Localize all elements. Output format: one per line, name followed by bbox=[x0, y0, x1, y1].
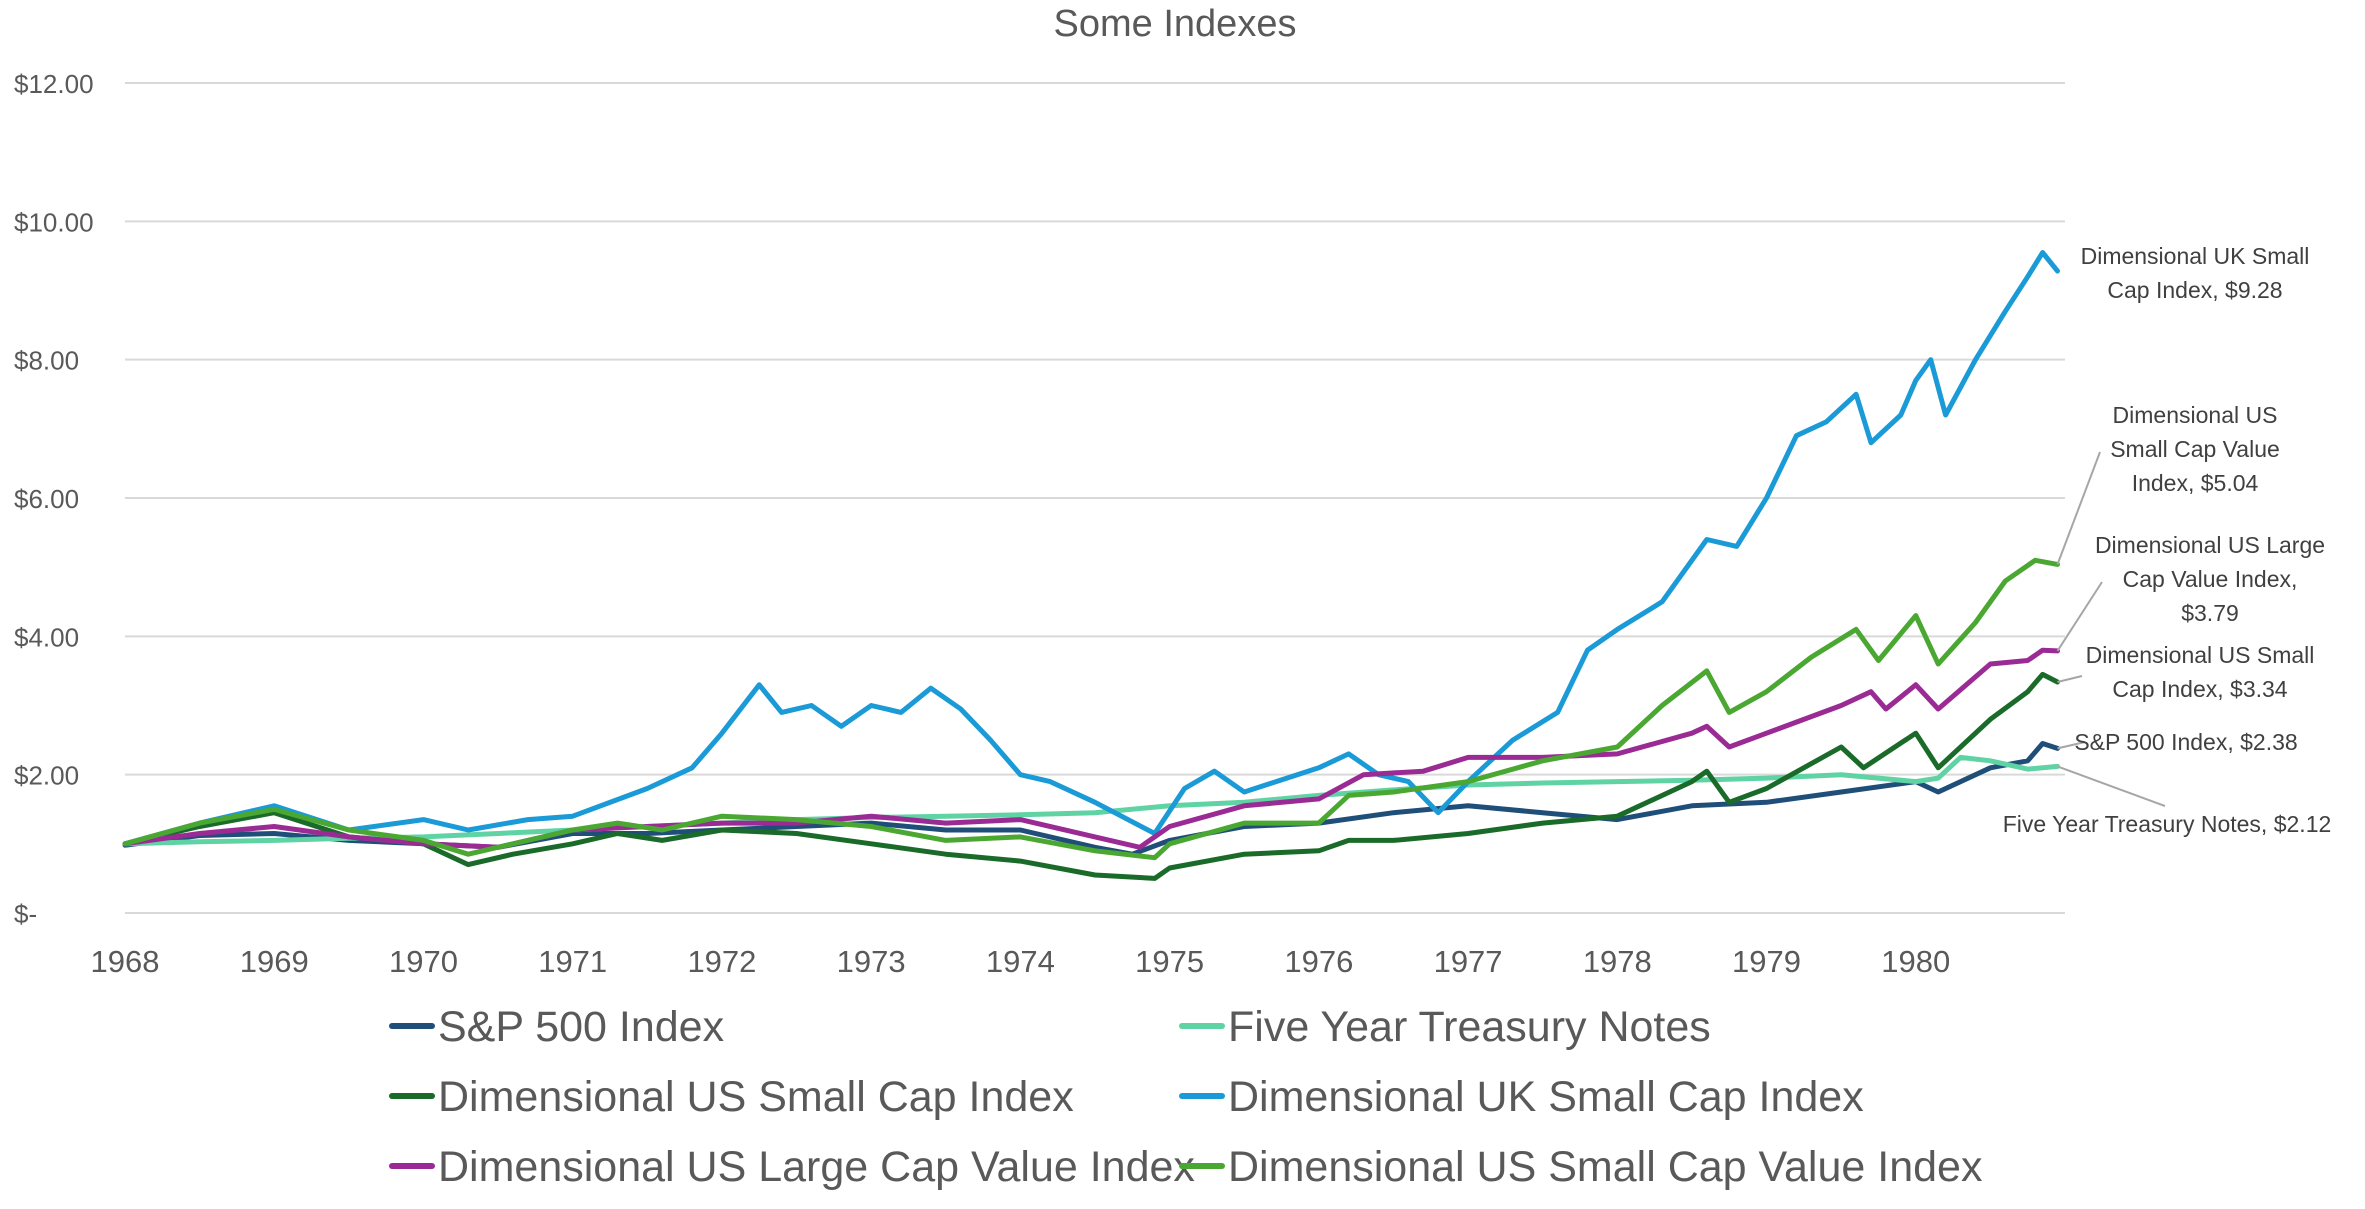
series-end-labels: Dimensional UK Small Cap Index, $9.28 Dime… bbox=[2003, 243, 2332, 837]
series-line bbox=[122, 557, 2060, 861]
x-tick-label: 1978 bbox=[1583, 944, 1652, 979]
legend-label: Dimensional UK Small Cap Index bbox=[1228, 1073, 1864, 1121]
callout-leader-line bbox=[2056, 451, 2101, 565]
callout-leader-line bbox=[2057, 741, 2086, 750]
y-tick-label: $8.00 bbox=[14, 346, 79, 376]
legend-item: Dimensional US Large Cap Value Index bbox=[389, 1143, 1195, 1191]
x-tick-label: 1977 bbox=[1434, 944, 1503, 979]
x-tick-label: 1979 bbox=[1732, 944, 1801, 979]
legend-item: S&P 500 Index bbox=[389, 1003, 725, 1051]
series-line bbox=[122, 250, 2060, 847]
legend-item: Dimensional UK Small Cap Index bbox=[1179, 1073, 1864, 1121]
series-end-label: Five Year Treasury Notes, $2.12 bbox=[2003, 811, 2332, 837]
series-end-label: S&P 500 Index, $2.38 bbox=[2074, 729, 2297, 755]
legend-label: Dimensional US Small Cap Value Index bbox=[1228, 1143, 1983, 1191]
x-tick-label: 1980 bbox=[1881, 944, 1950, 979]
callout-leader-line bbox=[2057, 675, 2083, 683]
y-tick-label: $- bbox=[14, 899, 37, 929]
series-end-label: Dimensional US Small Cap Value Index, $5.0… bbox=[2110, 402, 2280, 496]
x-tick-label: 1968 bbox=[91, 944, 160, 979]
series-end-label: Dimensional US Small Cap Index, $3.34 bbox=[2086, 642, 2315, 702]
gridlines bbox=[125, 82, 2065, 914]
legend-label: Dimensional US Large Cap Value Index bbox=[438, 1143, 1195, 1191]
callout-leader-line bbox=[2056, 581, 2103, 652]
x-tick-label: 1972 bbox=[687, 944, 756, 979]
legend-label: Dimensional US Small Cap Index bbox=[438, 1073, 1074, 1121]
legend-item: Dimensional US Small Cap Value Index bbox=[1179, 1143, 1983, 1191]
chart-title: Some Indexes bbox=[1054, 3, 1297, 45]
series-line bbox=[122, 647, 2060, 850]
legend-label: Five Year Treasury Notes bbox=[1228, 1003, 1711, 1051]
legend-label: S&P 500 Index bbox=[438, 1003, 725, 1051]
x-tick-label: 1970 bbox=[389, 944, 458, 979]
y-axis-ticks: $12.00 $10.00 $8.00 $6.00 $4.00 $2.00 $- bbox=[14, 69, 94, 929]
series-end-label: Dimensional US Large Cap Value Index, $3.7… bbox=[2095, 532, 2325, 626]
x-tick-label: 1975 bbox=[1135, 944, 1204, 979]
legend-item: Five Year Treasury Notes bbox=[1179, 1003, 1711, 1051]
series-line bbox=[122, 754, 2060, 847]
y-tick-label: $4.00 bbox=[14, 622, 79, 652]
series-end-label: Dimensional UK Small Cap Index, $9.28 bbox=[2081, 243, 2310, 303]
legend-item: Dimensional US Small Cap Index bbox=[389, 1073, 1074, 1121]
x-tick-label: 1976 bbox=[1284, 944, 1353, 979]
x-tick-label: 1969 bbox=[240, 944, 309, 979]
series-line bbox=[122, 671, 2060, 881]
x-tick-label: 1974 bbox=[986, 944, 1055, 979]
y-tick-label: $12.00 bbox=[14, 69, 94, 99]
x-tick-label: 1971 bbox=[538, 944, 607, 979]
y-tick-label: $2.00 bbox=[14, 761, 79, 791]
x-tick-label: 1973 bbox=[837, 944, 906, 979]
callout-leader-line bbox=[2057, 765, 2166, 807]
y-tick-label: $10.00 bbox=[14, 207, 94, 237]
legend: S&P 500 Index Five Year Treasury Notes Dim… bbox=[389, 1003, 1983, 1191]
series-lines bbox=[122, 250, 2060, 881]
x-axis-ticks: 1968 1969 1970 1971 1972 1973 1974 1975 1976 1977… bbox=[91, 944, 1951, 979]
y-tick-label: $6.00 bbox=[14, 484, 79, 514]
